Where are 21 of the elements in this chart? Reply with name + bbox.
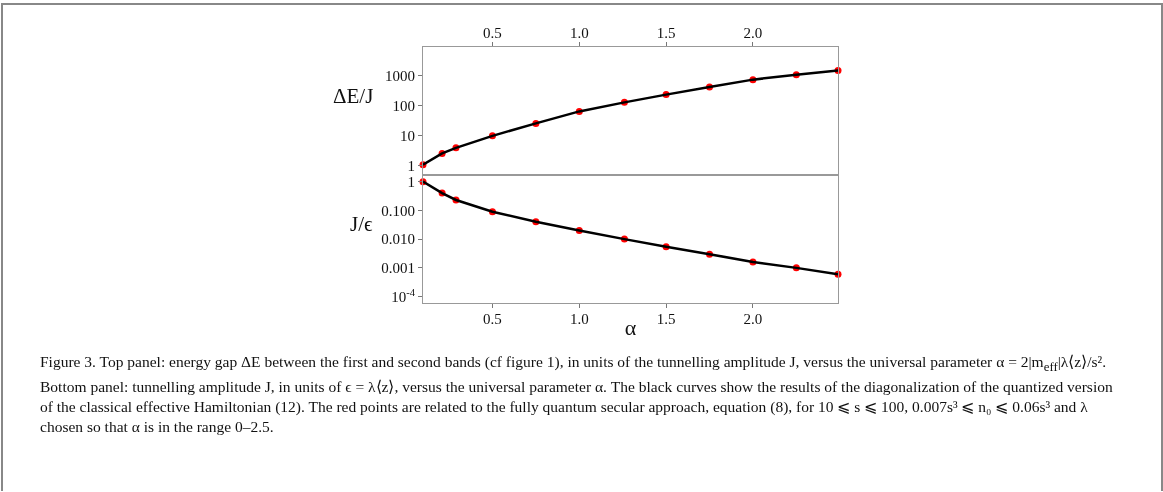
y-tick-label: 1000 — [385, 67, 415, 84]
y-tick-label: 0.010 — [381, 231, 415, 248]
y-axis-title: ΔE/J — [333, 84, 374, 108]
x-tick-label: 2.0 — [743, 25, 763, 41]
y-tick-label: 1 — [407, 158, 415, 175]
x-tick-label: 1.0 — [569, 25, 589, 41]
x-tick-label: 1.5 — [656, 25, 676, 41]
y-tick-label: 10 — [400, 128, 415, 145]
y-axis-title: J/ϵ — [350, 212, 374, 236]
x-tick-label: 0.5 — [483, 311, 502, 327]
caption: Figure 3. Top panel: energy gap ΔE between the first and second bands (cf figure 1), in units of the tunnelling amplitude J, versus the universal parameter α = 2|m$_{eff}$|λ⟨z⟩/s². Bottom panel: tunnelling amplitude J, in units of ϵ = λ⟨z⟩, versus the universal parameter α. The black curves show the results of the diagonalization of the quantized version of the classical effective Hamiltonian (12). The red points are related to the fully quantum secular approach, equation (8), for 10 ⩽ s ⩽ 100, 0.007s³ ⩽ n₀ ⩽ 0.06s³ and λ chosen so that α is in the range 0–2.5. — [40, 352, 1114, 438]
x-tick-label: 2.0 — [743, 311, 763, 327]
x-axis-title: α — [624, 315, 637, 340]
x-tick-label: 1.5 — [656, 311, 676, 327]
y-tick-label: 1 — [407, 173, 415, 190]
y-tick-label: 0.100 — [381, 202, 415, 219]
y-tick-label: 10$^{-4}$ — [391, 286, 416, 305]
x-tick-label: 0.5 — [483, 25, 502, 41]
y-tick-label: 100 — [392, 98, 415, 115]
x-tick-label: 1.0 — [569, 311, 589, 327]
y-tick-label: 0.001 — [381, 260, 415, 277]
